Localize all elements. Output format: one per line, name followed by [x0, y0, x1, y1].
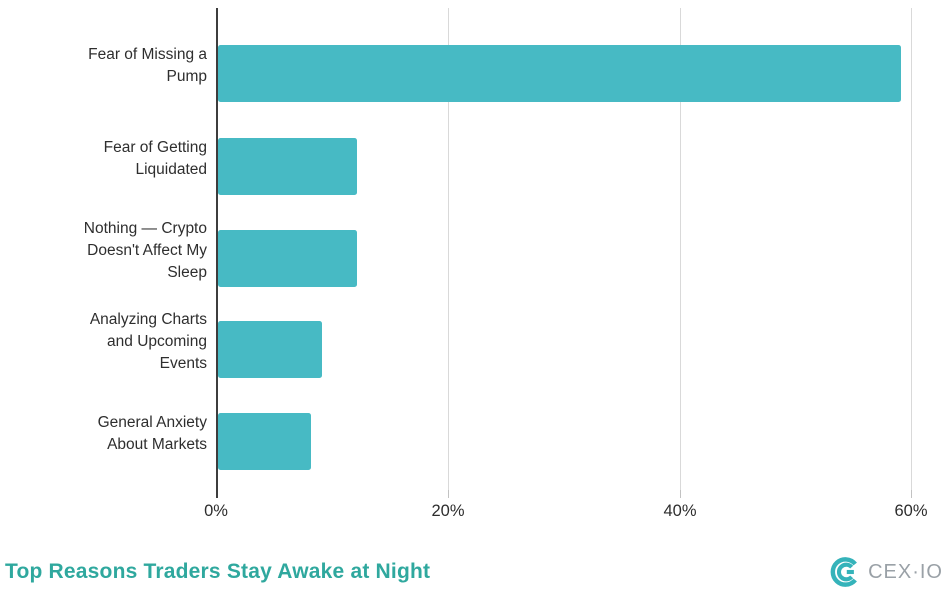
- bar-general-anxiety: [218, 413, 311, 470]
- bar-analyzing-charts: [218, 321, 323, 378]
- x-tick-20: [448, 490, 449, 498]
- y-axis-line: [216, 8, 218, 490]
- x-tick-label-60: 60%: [894, 502, 928, 520]
- category-label: General Anxiety About Markets: [97, 413, 207, 453]
- bar-fear-of-missing-a-pump: [218, 45, 902, 102]
- brand-logo: CEX·IO: [829, 556, 943, 588]
- x-tick-label-20: 20%: [431, 502, 465, 520]
- gridline-20pct: [448, 8, 449, 490]
- x-tick-40: [680, 490, 681, 498]
- category-label: Nothing — Crypto Doesn't Affect My Sleep: [83, 219, 207, 281]
- plot-area: [216, 8, 932, 498]
- category-label: Fear of Missing a Pump: [88, 45, 207, 85]
- gridline-40pct: [680, 8, 681, 490]
- gridline-60pct: [911, 8, 912, 490]
- category-label: Fear of Getting Liquidated: [103, 138, 207, 178]
- x-tick-0: [216, 490, 218, 498]
- brand-name: CEX·IO: [868, 560, 943, 583]
- cexio-logo-icon: [830, 557, 858, 587]
- chart-title: Top Reasons Traders Stay Awake at Night: [5, 560, 431, 583]
- x-tick-60: [911, 490, 912, 498]
- bar-fear-of-getting-liquidated: [218, 138, 357, 195]
- category-label: Analyzing Charts and Upcoming Events: [89, 310, 207, 372]
- bar-nothing-crypto: [218, 230, 357, 287]
- x-tick-label-40: 40%: [663, 502, 697, 520]
- x-tick-label-0: 0%: [204, 502, 228, 520]
